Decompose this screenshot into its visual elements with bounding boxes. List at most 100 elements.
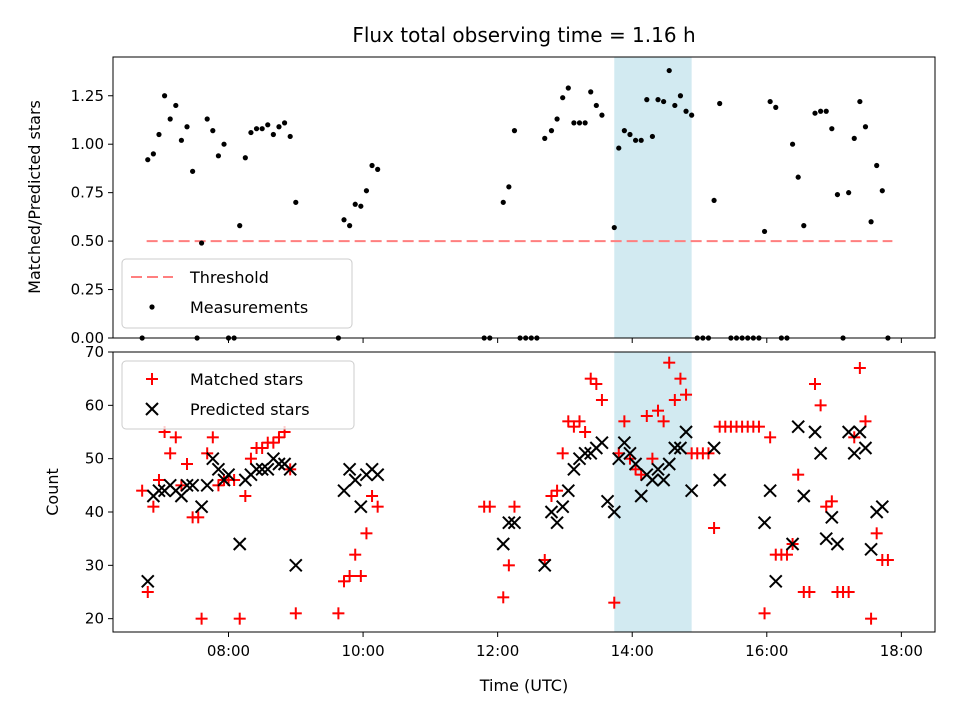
- matched-star-point: [792, 468, 805, 481]
- measurement-point: [276, 124, 282, 130]
- matched-star-point: [169, 431, 182, 444]
- matched-star-point: [814, 399, 827, 412]
- matched-star-point: [338, 575, 351, 588]
- matched-star-point: [354, 570, 367, 582]
- matched-star-point: [674, 372, 687, 385]
- matched-star-point: [497, 591, 510, 604]
- measurement-point: [616, 145, 622, 151]
- legend-measurements-label: Measurements: [190, 298, 308, 317]
- matched-star-point: [657, 415, 670, 428]
- legend-measurements-swatch: [149, 304, 155, 310]
- measurement-point: [632, 137, 639, 143]
- matched-star-point: [343, 570, 356, 582]
- measurement-point: [198, 240, 205, 246]
- predicted-star-point: [662, 457, 676, 471]
- measurement-point: [599, 112, 605, 118]
- matched-star-point: [668, 394, 681, 406]
- predicted-star-point: [791, 419, 805, 434]
- measurement-point: [173, 102, 179, 109]
- matched-star-point: [680, 388, 693, 401]
- matched-star-point: [635, 468, 648, 481]
- measurement-point: [649, 133, 656, 140]
- predicted-star-point: [607, 505, 621, 519]
- predicted-star-point: [206, 451, 220, 466]
- measurement-point: [248, 129, 254, 136]
- predicted-star-point: [623, 446, 637, 461]
- predicted-star-point: [763, 483, 777, 498]
- measurement-point: [661, 98, 667, 105]
- measurement-point: [761, 228, 768, 235]
- predicted-star-point: [645, 473, 660, 487]
- matched-star-point: [595, 394, 608, 406]
- measurement-point: [210, 128, 216, 134]
- measurement-point: [879, 188, 885, 194]
- measurement-point: [369, 162, 375, 169]
- predicted-star-point: [797, 489, 811, 503]
- measurement-point: [375, 166, 381, 172]
- matched-star-point: [256, 442, 269, 454]
- matched-star-point: [244, 452, 257, 465]
- measurement-point: [184, 124, 190, 130]
- matched-star-point: [608, 596, 621, 609]
- predicted-star-point: [673, 441, 688, 455]
- measurement-point: [829, 126, 835, 132]
- x-tick-label: 16:00: [745, 642, 788, 660]
- predicted-star-point: [233, 537, 247, 551]
- measurement-point: [846, 190, 852, 196]
- predicted-star-point: [221, 467, 236, 482]
- measurement-point: [511, 128, 518, 134]
- measurement-point: [145, 157, 151, 163]
- measurement-point: [851, 135, 857, 141]
- matched-star-point: [865, 612, 878, 625]
- predicted-star-point: [538, 558, 552, 573]
- measurement-point: [265, 122, 271, 128]
- bottom-y-tick-label: 20: [85, 610, 104, 628]
- measurement-point: [560, 95, 566, 101]
- bottom-legend: Matched stars Predicted stars: [121, 360, 355, 430]
- matched-star-point: [590, 378, 603, 390]
- measurement-point: [801, 223, 807, 229]
- x-tick-label: 18:00: [880, 642, 923, 660]
- bottom-axes-frame: [112, 351, 936, 633]
- predicted-star-point: [634, 489, 648, 503]
- matched-star-point: [820, 500, 833, 513]
- measurement-point: [548, 128, 555, 134]
- predicted-star-point: [337, 483, 351, 498]
- measurement-point: [655, 97, 661, 103]
- top-y-tick-label: 0.00: [71, 329, 104, 347]
- matched-star-point: [181, 458, 194, 470]
- predicted-star-point: [174, 489, 189, 503]
- matched-stars-points: [136, 356, 894, 625]
- top-y-axis-label: Matched/Predicted stars: [25, 100, 44, 294]
- predicted-star-point: [656, 473, 671, 487]
- top-y-tick-label: 1.00: [71, 135, 104, 153]
- matched-star-point: [752, 420, 765, 433]
- measurement-point: [178, 137, 185, 143]
- measurement-point: [868, 219, 874, 225]
- measurement-point: [571, 120, 577, 126]
- top-x-ticks: [228, 338, 902, 343]
- predicted-star-point: [261, 462, 275, 477]
- top-axes-frame: [112, 56, 936, 339]
- measurement-point: [242, 155, 248, 161]
- matched-star-point: [859, 415, 872, 428]
- matched-star-point: [289, 607, 302, 620]
- predicted-star-point: [612, 451, 626, 466]
- measurement-point: [293, 199, 299, 205]
- bottom-y-ticks: 20 30 40 50 60 70: [85, 343, 113, 628]
- matched-star-point: [483, 500, 496, 513]
- predicted-star-point: [600, 494, 615, 509]
- predicted-star-point: [249, 462, 264, 477]
- matched-star-point: [239, 490, 252, 502]
- predicted-star-point: [825, 510, 839, 525]
- bottom-y-tick-label: 70: [85, 343, 104, 361]
- matched-star-point: [764, 431, 777, 444]
- matched-star-point: [349, 548, 362, 561]
- measurement-point: [576, 120, 583, 126]
- predicted-star-point: [289, 558, 303, 573]
- matched-star-point: [870, 527, 883, 540]
- predicted-star-point: [858, 441, 873, 455]
- measurement-point: [611, 224, 617, 231]
- measurement-point: [542, 135, 548, 141]
